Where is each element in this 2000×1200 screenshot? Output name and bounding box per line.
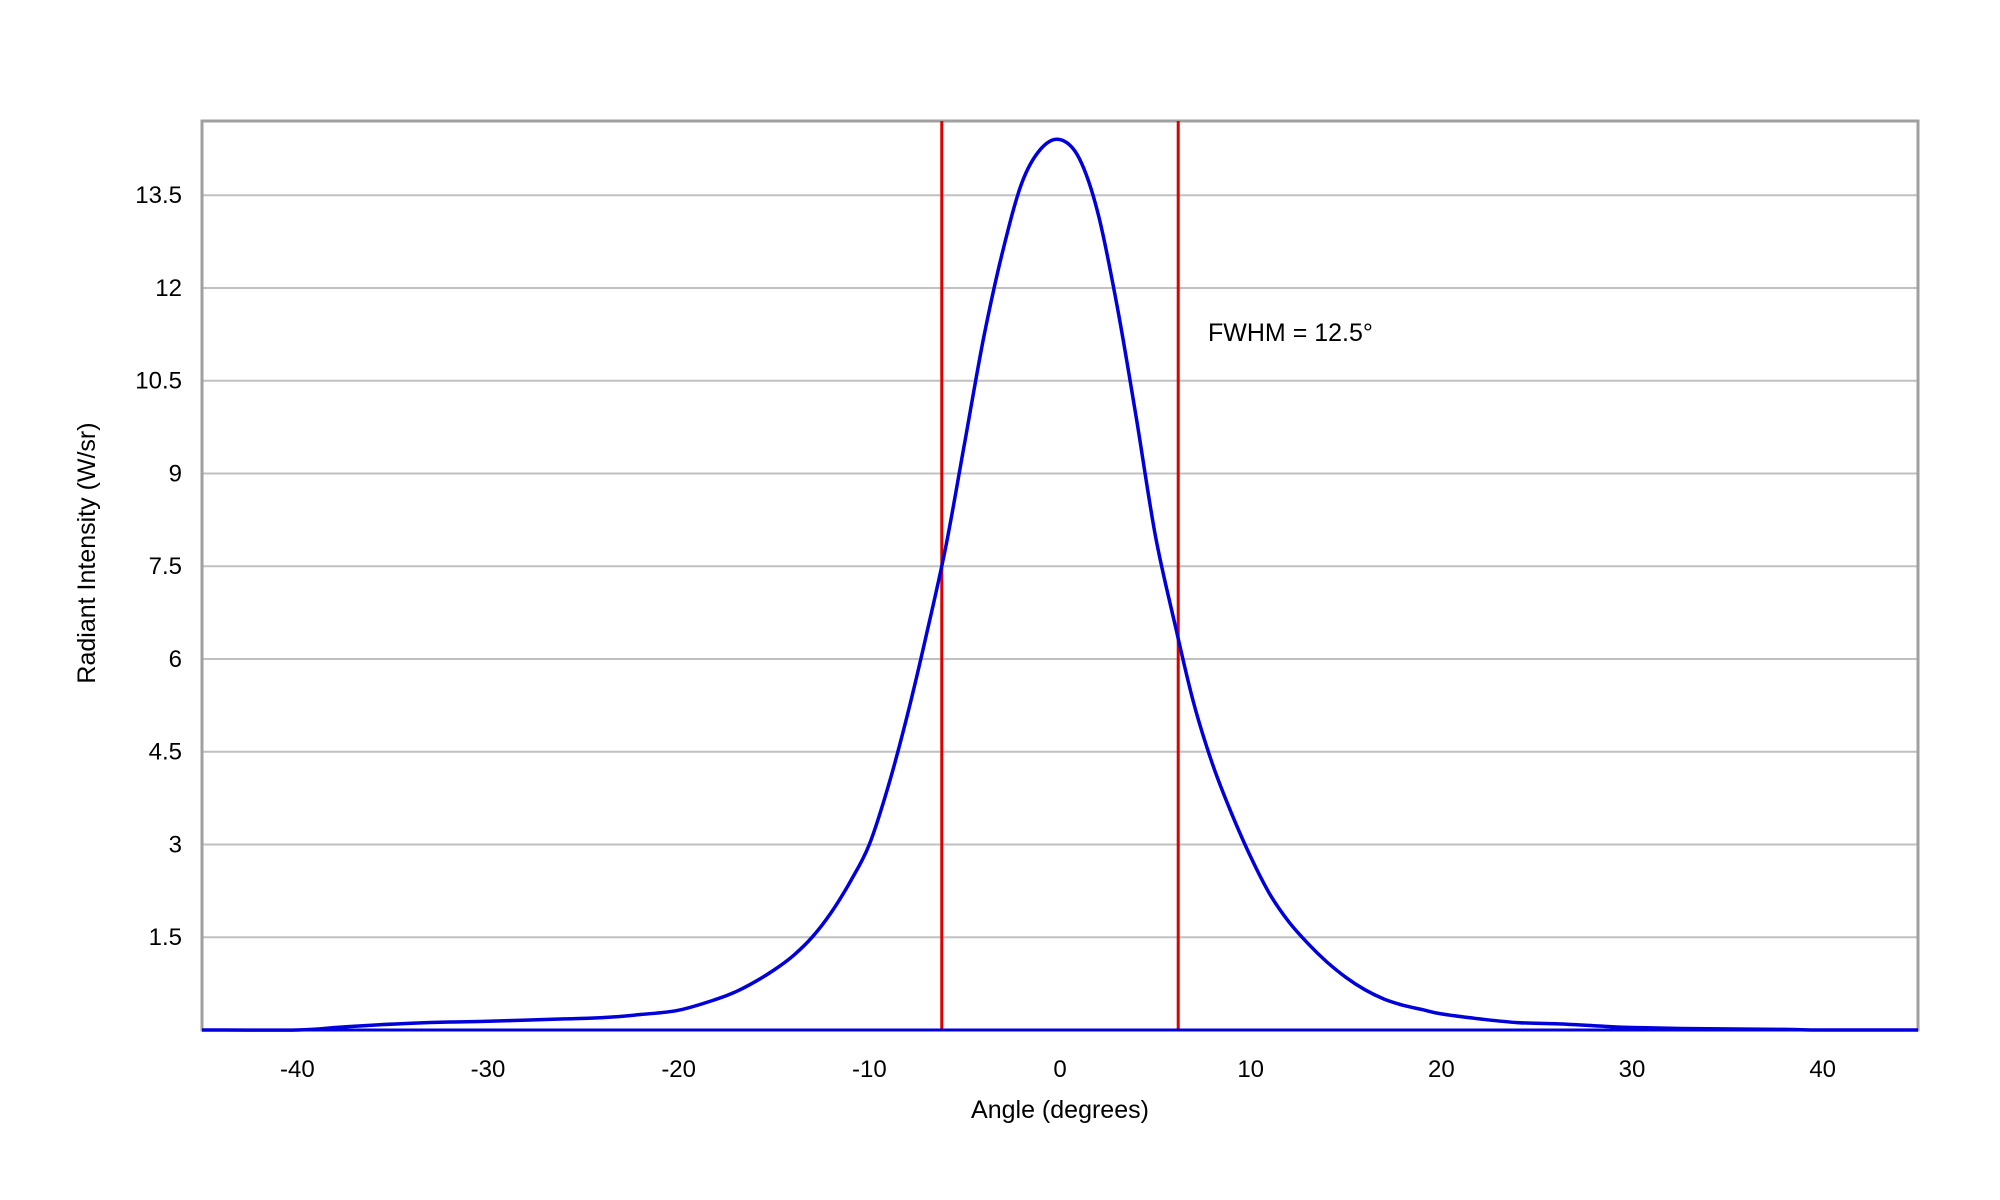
x-tick-label: 30 [1619,1056,1646,1083]
fwhm-marker-lines [940,121,1180,1030]
x-tick-labels: -40 -30 -20 -10 0 10 20 30 40 [280,1056,1836,1083]
x-tick-label: 0 [1053,1056,1066,1083]
y-axis-title: Radiant Intensity (W/sr) [73,422,101,683]
x-tick-label: 20 [1428,1056,1455,1083]
x-tick-label: 40 [1809,1056,1836,1083]
x-tick-label: -20 [661,1056,696,1083]
plot-frame [200,119,1920,1032]
y-tick-label: 13.5 [135,182,182,209]
y-tick-label: 9 [169,460,182,487]
intensity-curve [201,137,1919,1032]
y-tick-label: 1.5 [149,924,182,951]
y-tick-label: 6 [169,646,182,673]
y-tick-labels: 1.5 3 4.5 6 7.5 9 10.5 12 13.5 [135,182,182,951]
y-tick-label: 12 [155,275,182,302]
gridlines [202,194,1918,939]
x-tick-label: -10 [852,1056,887,1083]
y-tick-label: 3 [169,831,182,858]
x-tick-label: -30 [471,1056,506,1083]
fwhm-annotation: FWHM = 12.5° [1208,319,1373,347]
x-tick-label: -40 [280,1056,315,1083]
y-tick-label: 10.5 [135,368,182,395]
y-tick-label: 4.5 [149,739,182,766]
x-axis-title: Angle (degrees) [971,1096,1149,1124]
x-tick-label: 10 [1237,1056,1264,1083]
y-tick-label: 7.5 [149,553,182,580]
